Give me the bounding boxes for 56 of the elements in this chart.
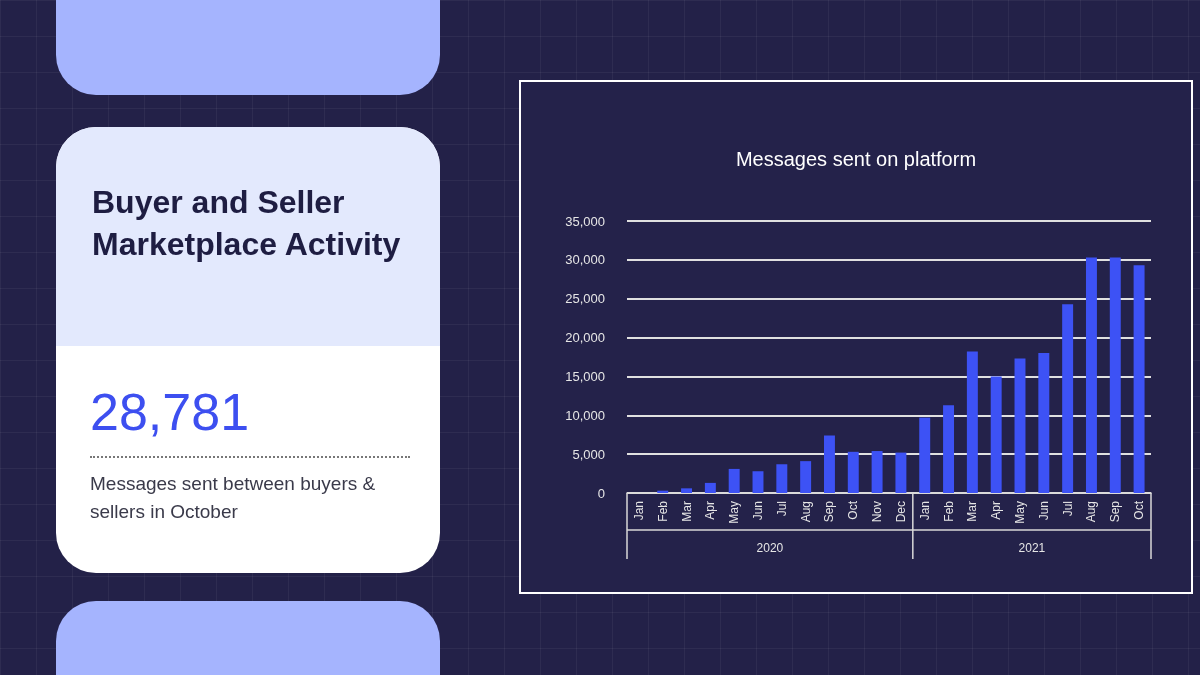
y-tick-label: 10,000 <box>565 407 605 423</box>
chart-title: Messages sent on platform <box>735 148 977 170</box>
y-tick-label: 25,000 <box>565 291 605 307</box>
y-tick-label: 15,000 <box>565 368 605 384</box>
x-tick-label: Jun <box>751 501 765 521</box>
bar <box>1109 257 1121 493</box>
x-tick-label: Feb <box>941 500 956 522</box>
bar <box>1085 257 1097 493</box>
bar <box>1062 304 1074 493</box>
bar <box>800 461 812 493</box>
x-tick-label: Apr <box>989 501 1004 520</box>
bar <box>990 376 1002 493</box>
text: Messages sent between buyers & sellers in October <box>90 472 377 524</box>
x-tick-label: Sep <box>822 500 837 523</box>
text: 2020 <box>756 541 784 555</box>
text: 28,781 <box>90 382 251 442</box>
bar <box>776 464 788 493</box>
text: 2021 <box>1018 541 1046 555</box>
x-tick-label: Mar <box>679 501 694 522</box>
bar <box>681 488 693 493</box>
bar <box>1133 265 1145 493</box>
x-tick-label: Jan <box>631 501 646 521</box>
x-tick-label: Sep <box>1108 500 1123 523</box>
x-tick-label: Dec <box>893 501 908 523</box>
bar <box>823 435 835 493</box>
x-tick-label: May <box>1013 501 1027 524</box>
bar <box>943 405 955 493</box>
bar <box>1038 353 1050 493</box>
y-tick-label: 35,000 <box>565 213 605 229</box>
x-tick-label: Aug <box>1084 501 1099 523</box>
bar <box>704 482 716 493</box>
x-tick-label: Oct <box>846 500 861 520</box>
bar <box>919 417 931 493</box>
y-tick-label: 5,000 <box>572 446 605 462</box>
bar <box>895 452 907 493</box>
bar <box>728 468 740 493</box>
x-tick-label: Jul <box>774 501 789 517</box>
bar <box>966 351 978 493</box>
x-tick-label: Apr <box>703 501 718 520</box>
text: Buyer and Seller Marketplace Activity <box>92 183 402 264</box>
y-tick-label: 20,000 <box>565 330 605 346</box>
x-tick-label: Jun <box>1036 501 1051 521</box>
x-tick-label: Oct <box>1132 500 1147 520</box>
x-tick-label: Nov <box>870 501 885 523</box>
x-tick-label: Feb <box>655 500 670 522</box>
x-tick-label: Aug <box>798 501 813 523</box>
bar <box>752 471 764 493</box>
y-tick-label: 30,000 <box>565 252 605 268</box>
bar <box>847 451 859 493</box>
y-tick-label: 0 <box>597 485 605 501</box>
bar <box>1014 358 1026 493</box>
x-tick-label: Mar <box>965 501 980 522</box>
bar <box>871 451 883 493</box>
x-tick-label: Jul <box>1060 501 1075 517</box>
x-tick-label: May <box>727 501 742 524</box>
x-tick-label: Jan <box>917 501 932 521</box>
